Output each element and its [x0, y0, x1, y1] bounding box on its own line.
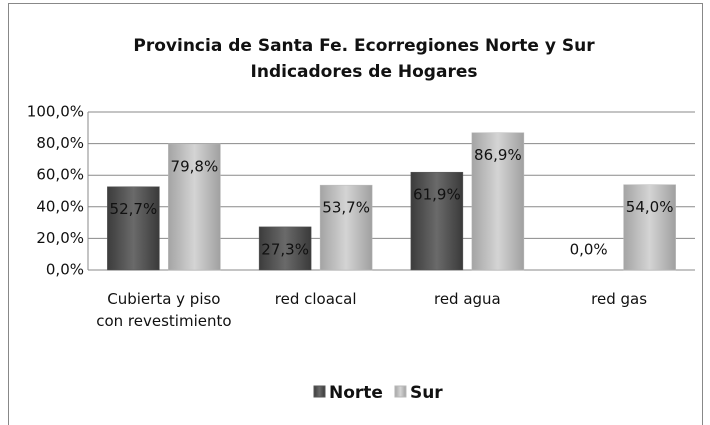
- y-tick-label: 0,0%: [46, 261, 84, 279]
- chart-title: Provincia de Santa Fe. Ecorregiones Nort…: [133, 36, 595, 56]
- x-tick-label: red gas: [591, 290, 648, 308]
- y-tick-label: 100,0%: [27, 103, 84, 121]
- bar: [168, 143, 221, 271]
- data-label: 79,8%: [171, 157, 219, 175]
- x-tick-label-box: red cloacal: [274, 290, 357, 308]
- data-label: 61,9%: [413, 186, 461, 204]
- x-tick-label-box: Cubierta y piso con revestimiento: [96, 290, 232, 330]
- chart-border: [8, 3, 703, 425]
- data-label: 0,0%: [570, 241, 608, 259]
- data-label: 52,7%: [110, 200, 158, 218]
- bar: [623, 184, 676, 271]
- data-label: 53,7%: [322, 199, 370, 217]
- data-label: 27,3%: [261, 240, 309, 258]
- bar: [107, 186, 160, 271]
- y-tick-label: 80,0%: [36, 134, 84, 152]
- legend-swatch: [313, 385, 326, 398]
- y-tick-label: 60,0%: [36, 166, 84, 184]
- x-tick-label: Cubierta y piso con revestimiento: [96, 290, 232, 330]
- data-label: 54,0%: [626, 198, 674, 216]
- legend-label: Norte: [329, 383, 383, 403]
- y-tick-label: 20,0%: [36, 229, 84, 247]
- y-tick-label: 40,0%: [36, 197, 84, 215]
- x-tick-label: red agua: [433, 290, 501, 308]
- bar: [258, 226, 312, 271]
- x-tick-label: red cloacal: [274, 290, 357, 308]
- x-tick-label-box: red gas: [591, 290, 648, 308]
- bar: [319, 184, 373, 271]
- chart-subtitle: Indicadores de Hogares: [251, 62, 478, 82]
- x-tick-label-box: red agua: [433, 290, 501, 308]
- legend-swatch: [394, 385, 407, 398]
- bar: [471, 132, 525, 271]
- bar: [410, 171, 464, 271]
- data-label: 86,9%: [474, 146, 522, 164]
- legend-label: Sur: [410, 383, 443, 403]
